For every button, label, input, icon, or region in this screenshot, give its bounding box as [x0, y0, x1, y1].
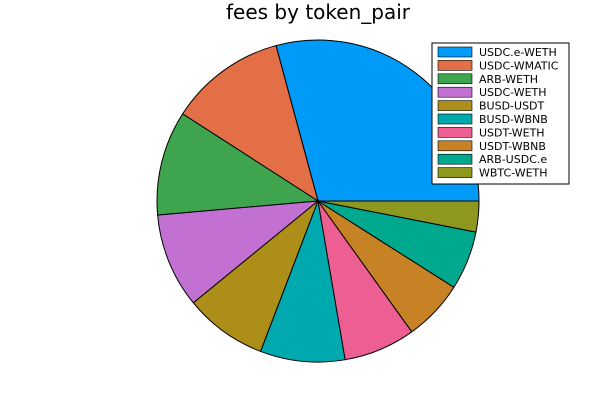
chart-title: fees by token_pair [226, 0, 411, 24]
legend-label: USDT-WETH [479, 126, 545, 139]
legend-swatch [437, 113, 473, 125]
legend-label: USDC-WETH [479, 86, 547, 99]
legend-swatch [437, 46, 473, 58]
legend-swatch [437, 140, 473, 152]
legend-swatch [437, 127, 473, 138]
legend-swatch [437, 100, 473, 111]
legend-label: BUSD-USDT [479, 100, 545, 113]
legend-label: USDC-WMATIC [479, 59, 559, 72]
legend-label: ARB-USDC.e [479, 153, 547, 166]
legend-swatch [437, 167, 473, 178]
pie-slice-usdc-wmatic [181, 44, 319, 203]
legend-label: ARB-WETH [479, 73, 538, 86]
legend: USDC.e-WETHUSDC-WMATICARB-WETHUSDC-WETHB… [431, 42, 570, 185]
legend-swatch [437, 73, 473, 85]
legend-swatch [437, 60, 473, 71]
pie-slice-arb-weth [156, 113, 320, 216]
pie-slice-busd-wbnb [259, 199, 346, 363]
pie-slice-usdc-weth [157, 200, 320, 304]
legend-swatch [437, 86, 473, 98]
legend-label: USDT-WBNB [479, 140, 546, 153]
legend-label: BUSD-WBNB [479, 113, 548, 126]
pie-slices [156, 39, 480, 363]
pie-slice-wbtc-weth [317, 200, 480, 233]
legend-swatch [437, 153, 473, 165]
legend-label: USDC.e-WETH [479, 46, 557, 59]
legend-label: WBTC-WETH [479, 167, 548, 180]
